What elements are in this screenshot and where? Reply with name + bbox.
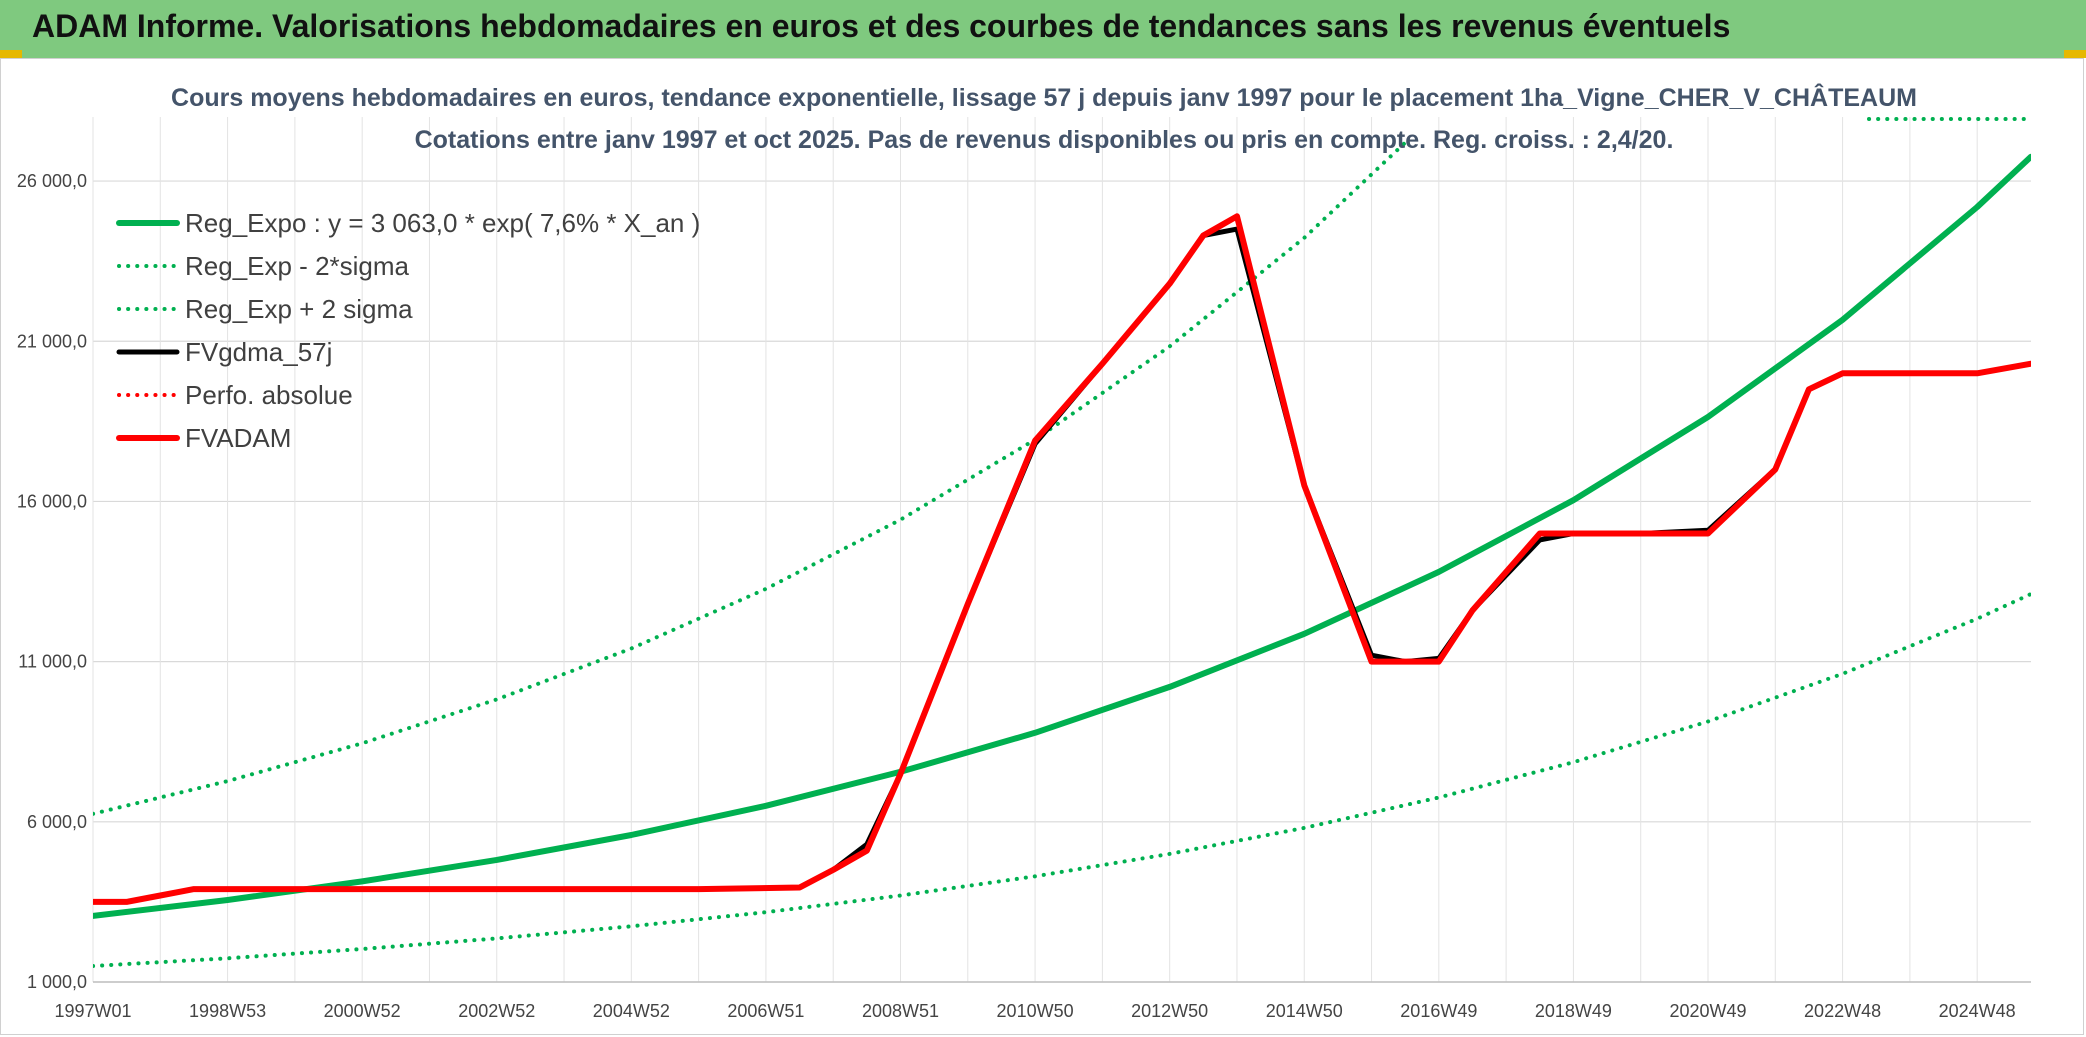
x-tick-label: 2020W49	[1669, 1001, 1746, 1021]
x-tick-label: 2018W49	[1535, 1001, 1612, 1021]
x-tick-label: 2024W48	[1939, 1001, 2016, 1021]
chart-frame: 1 000,0 6 000,0 11 000,0 16 000,0 21 000,0 26…	[0, 58, 2084, 1035]
chart-subtitle: Cotations entre janv 1997 et oct 2025. P…	[415, 126, 1674, 154]
legend-label: Reg_Exp + 2 sigma	[185, 294, 413, 324]
series-line-5	[93, 213, 2031, 905]
series-line-3	[93, 226, 2031, 905]
series-layer	[93, 140, 2031, 968]
legend: Reg_Expo : y = 3 063,0 * exp( 7,6% * X_a…	[116, 117, 2033, 453]
legend-label: Perfo. absolue	[185, 380, 353, 410]
y-tick-label: 26 000,0	[17, 171, 87, 191]
x-tick-label: 2006W51	[727, 1001, 804, 1021]
x-tick-label: 1997W01	[54, 1001, 131, 1021]
y-tick-label: 16 000,0	[17, 491, 87, 511]
x-tick-label: 2010W50	[997, 1001, 1074, 1021]
legend-label: FVgdma_57j	[185, 337, 332, 367]
x-tick-label: 2002W52	[458, 1001, 535, 1021]
x-tick-label: 2012W50	[1131, 1001, 1208, 1021]
legend-label: FVADAM	[185, 423, 291, 453]
page-title: ADAM Informe. Valorisations hebdomadaire…	[32, 8, 1731, 44]
axis-layer: 1 000,0 6 000,0 11 000,0 16 000,0 21 000,0 26…	[17, 171, 2031, 1021]
x-tick-label: 2014W50	[1266, 1001, 1343, 1021]
series-line-0	[93, 153, 2031, 919]
y-tick-label: 1 000,0	[27, 972, 87, 992]
legend-label: Reg_Exp - 2*sigma	[185, 251, 410, 281]
x-tick-label: 2008W51	[862, 1001, 939, 1021]
y-tick-label: 21 000,0	[17, 331, 87, 351]
x-tick-label: 2004W52	[593, 1001, 670, 1021]
header-corner-right	[2064, 50, 2086, 58]
legend-label: Reg_Expo : y = 3 063,0 * exp( 7,6% * X_a…	[185, 208, 700, 238]
y-tick-label: 6 000,0	[27, 812, 87, 832]
header-corner-left	[0, 50, 22, 58]
grid-layer	[92, 117, 2031, 983]
x-tick-label: 2000W52	[324, 1001, 401, 1021]
x-tick-label: 1998W53	[189, 1001, 266, 1021]
y-tick-label: 11 000,0	[18, 652, 87, 672]
chart-title: Cours moyens hebdomadaires en euros, ten…	[171, 82, 1917, 112]
series-line-2	[93, 140, 1408, 816]
x-tick-label: 2016W49	[1400, 1001, 1477, 1021]
x-tick-label: 2022W48	[1804, 1001, 1881, 1021]
line-chart: 1 000,0 6 000,0 11 000,0 16 000,0 21 000,0 26…	[17, 82, 2033, 1021]
series-line-1	[93, 592, 2031, 968]
header-bar: ADAM Informe. Valorisations hebdomadaire…	[0, 0, 2086, 58]
